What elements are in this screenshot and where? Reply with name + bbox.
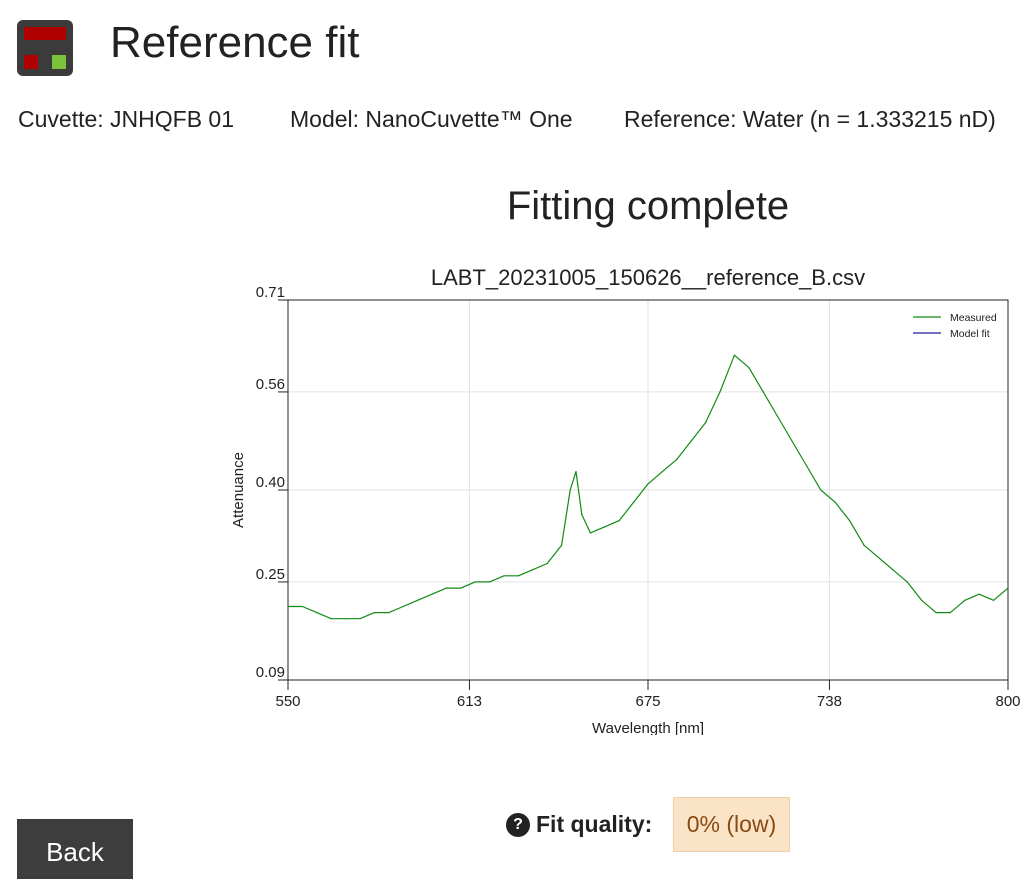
- data-point: [690, 440, 692, 442]
- data-point: [777, 415, 779, 418]
- fit-quality-badge: 0% (low): [673, 797, 790, 852]
- fit-status-heading: Fitting complete: [506, 184, 790, 228]
- x-tick-label: 550: [275, 693, 300, 710]
- data-point: [719, 391, 721, 393]
- data-point: [417, 599, 419, 601]
- data-point: [373, 611, 375, 614]
- data-point: [676, 458, 678, 460]
- data-point: [546, 562, 548, 565]
- data-point: [964, 599, 966, 601]
- legend-entry: Measured: [950, 312, 997, 324]
- data-point: [604, 526, 606, 528]
- data-point: [301, 605, 303, 608]
- data-point: [575, 471, 577, 473]
- y-axis-label: Attenuance: [230, 452, 247, 528]
- data-point: [748, 366, 750, 369]
- data-point: [460, 587, 462, 589]
- data-point: [330, 618, 332, 620]
- data-point: [661, 471, 663, 473]
- data-point: [877, 556, 880, 559]
- y-tick-label: 0.40: [256, 474, 285, 491]
- data-point: [431, 593, 433, 595]
- data-point: [863, 544, 865, 546]
- data-point: [820, 489, 822, 491]
- y-tick-label: 0.09: [256, 664, 285, 681]
- data-point: [733, 354, 736, 356]
- data-point: [705, 421, 707, 424]
- data-point: [532, 569, 534, 571]
- help-circle-icon[interactable]: ?: [506, 813, 530, 837]
- page-title: Reference fit: [110, 18, 360, 67]
- data-point: [287, 605, 289, 608]
- data-point: [834, 501, 836, 503]
- attenuance-chart: LABT_20231005_150626__reference_B.csv 0.7…: [230, 265, 1020, 735]
- chart-title: LABT_20231005_150626__reference_B.csv: [431, 265, 865, 290]
- data-point: [445, 587, 447, 589]
- model-info: Model: NanoCuvette™ One: [290, 106, 573, 132]
- data-point: [345, 618, 347, 620]
- data-point: [503, 575, 505, 577]
- data-point: [517, 575, 519, 577]
- data-point: [618, 520, 620, 522]
- data-point: [978, 593, 980, 595]
- data-point: [359, 618, 361, 620]
- data-point: [935, 611, 937, 614]
- data-point: [849, 520, 851, 522]
- data-point: [561, 544, 563, 546]
- x-tick-label: 613: [457, 693, 482, 710]
- data-point: [993, 599, 995, 601]
- data-point: [633, 501, 635, 503]
- fit-quality-label: Fit quality:: [536, 811, 653, 837]
- x-axis-label: Wavelength [nm]: [592, 720, 704, 735]
- data-point: [489, 581, 491, 583]
- cuvette-info: Cuvette: JNHQFB 01: [18, 106, 235, 132]
- data-point: [474, 581, 476, 583]
- data-point: [569, 489, 571, 491]
- app-logo-icon: [17, 20, 73, 76]
- data-point: [1007, 587, 1009, 589]
- data-point: [949, 611, 952, 614]
- legend-entry: Model fit: [950, 328, 990, 340]
- data-point: [316, 611, 318, 614]
- y-tick-label: 0.71: [256, 284, 285, 301]
- x-tick-label: 800: [995, 693, 1020, 710]
- data-point: [762, 391, 764, 393]
- y-tick-label: 0.25: [256, 566, 285, 583]
- x-tick-label: 738: [817, 693, 842, 710]
- data-point: [791, 440, 793, 442]
- data-point: [402, 605, 404, 608]
- data-point: [805, 464, 808, 467]
- data-point: [647, 483, 649, 485]
- data-point: [921, 599, 923, 601]
- x-tick-label: 675: [635, 693, 660, 710]
- data-point: [906, 581, 908, 583]
- y-tick-label: 0.56: [256, 376, 285, 393]
- reference-info: Reference: Water (n = 1.333215 nD): [624, 106, 996, 132]
- data-point: [892, 569, 894, 571]
- data-point: [589, 532, 591, 534]
- back-button[interactable]: Back: [17, 819, 133, 879]
- data-point: [388, 611, 390, 614]
- data-point: [581, 513, 583, 516]
